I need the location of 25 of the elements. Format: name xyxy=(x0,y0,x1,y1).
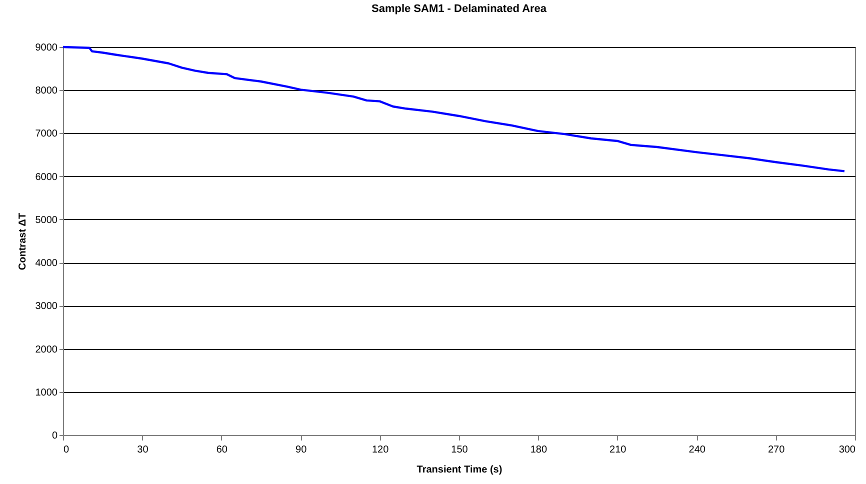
y-tick-label: 4000 xyxy=(35,258,58,270)
x-tick-label: 180 xyxy=(530,444,548,456)
x-tick-label: 0 xyxy=(64,444,70,456)
y-tick-label: 3000 xyxy=(35,301,58,312)
y-tick-label: 2000 xyxy=(35,344,58,356)
y-tick-label: 5000 xyxy=(35,214,58,226)
x-tick-label: 120 xyxy=(372,444,390,456)
x-tick-label: 240 xyxy=(688,444,706,456)
y-tick-label: 9000 xyxy=(35,42,58,54)
y-tick-label: 7000 xyxy=(35,128,58,140)
x-axis-title: Transient Time (s) xyxy=(416,464,502,476)
y-tick-label: 0 xyxy=(52,430,58,442)
line-series xyxy=(62,46,846,172)
x-tick-label: 30 xyxy=(137,444,149,456)
x-tick-label: 270 xyxy=(768,444,786,456)
x-tick-label: 90 xyxy=(296,444,308,456)
y-tick-label: 1000 xyxy=(35,387,58,398)
x-tick-label: 300 xyxy=(838,444,856,456)
y-axis-title: Contrast ΔT xyxy=(17,212,28,270)
y-tick-label: 8000 xyxy=(35,86,58,97)
chart-title: Sample SAM1 - Delaminated Area xyxy=(371,3,548,15)
x-tick-label: 210 xyxy=(610,444,627,456)
x-tick-label: 150 xyxy=(451,444,468,456)
y-tick-label: 6000 xyxy=(35,172,58,183)
x-tick-label: 60 xyxy=(216,444,228,456)
